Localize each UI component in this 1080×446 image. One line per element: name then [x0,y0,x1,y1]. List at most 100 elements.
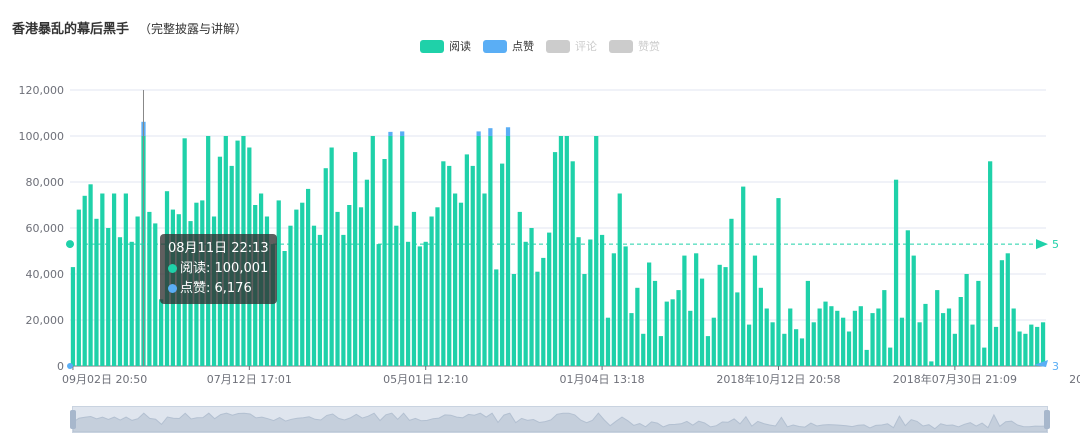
bar-read [505,136,511,366]
bar-read [306,188,311,366]
x-tick-label: 07月12日 17:01 [207,373,292,386]
legend-label-comment: 评论 [575,40,597,53]
legend-label-like: 点赞 [512,40,534,53]
bar-read [764,308,769,366]
bar-read [441,161,446,366]
bar-read [517,211,522,366]
bar-read [264,216,270,366]
bar-read [1029,324,1034,366]
bar-read [529,228,534,366]
bar-read [1035,326,1040,366]
bar-read [194,202,199,366]
baseline-start-dot [67,363,73,369]
bar-read [311,225,317,366]
chart-title: 香港暴乱的幕后黑手 （完整披露与讲解） [12,18,247,37]
x-tick-label: 01月04日 13:18 [559,373,644,386]
y-tick-label: 120,000 [19,84,65,97]
bar-read [570,161,575,366]
zoom-preview-area [73,412,1047,432]
bar-read [400,136,405,366]
bar-read [376,244,381,366]
bar-read [870,313,875,366]
zoom-preview [73,412,1047,432]
bar-read [858,306,863,366]
bar-read [482,193,487,366]
bar-read [100,193,105,366]
bar-read [317,234,322,366]
baseline-arrow [1034,360,1048,367]
bar-read [729,218,734,366]
bar-read [794,329,799,366]
bar-read [170,209,176,366]
bar-read [364,179,370,366]
bar-read [206,136,211,366]
legend-item-like[interactable]: 点赞 [483,38,534,54]
bar-read [964,274,969,366]
bar-read [464,154,469,366]
bar-read [776,198,781,366]
bar-read [94,218,99,366]
bar-read [958,297,963,366]
bar-read [658,336,664,366]
bar-read [88,184,93,366]
bar-read [647,262,652,366]
bar-read [664,301,669,366]
bar-read [535,271,540,366]
y-tick-label: 80,000 [26,176,65,189]
bar-read [382,159,387,366]
bar-read [235,140,240,366]
bar-read [176,214,181,366]
bar-read [917,322,922,366]
bar-chart: 020,00040,00060,00080,000100,000120,000 … [19,84,1080,386]
bar-read [811,322,816,366]
bar-read [329,147,334,366]
zoom-handle-right[interactable] [1044,410,1050,429]
bar-read [358,207,364,366]
data-zoom-slider[interactable] [70,406,1050,433]
bar-read [982,347,987,366]
bar-read [558,136,564,366]
bar-read [300,202,305,366]
bar-read [159,299,164,366]
legend-item-reward[interactable]: 赞赏 [609,38,660,54]
bar-read [770,322,775,366]
bar-read [200,200,205,366]
bar-read [1040,322,1046,366]
bar-read [741,186,746,366]
bar-read [500,163,505,366]
legend-item-comment[interactable]: 评论 [546,38,597,54]
y-tick-label: 20,000 [26,314,65,327]
x-tick-label: 2018年06月05日 22:02 [1069,372,1080,386]
legend-swatch-like [483,39,507,53]
bar-read [347,205,352,366]
bar-read [552,152,558,366]
bar-read [147,211,152,366]
bar-read [576,237,581,366]
bar-read [411,211,417,366]
bar-read [353,152,358,366]
x-axis: 09月02日 20:50 07月12日 17:01 05月01日 12:10 01月0… [62,366,1080,386]
bar-read [682,255,687,366]
bar-read [76,209,81,366]
zoom-handle-left[interactable] [70,410,76,429]
bar-like [476,131,481,136]
legend: 阅读 点赞 评论 赞赏 [0,38,1080,54]
bar-read [123,193,128,366]
legend-item-read[interactable]: 阅读 [420,38,471,54]
bar-read [1005,253,1010,366]
bar-read [282,251,287,366]
bar-read [605,317,611,366]
bar-read [676,290,681,366]
bar-read [1017,331,1022,366]
bar-read [935,290,940,366]
legend-label-read: 阅读 [449,40,471,53]
bar-read [805,280,810,366]
bar-read [864,349,869,366]
bar-read [705,336,711,366]
bar-read [723,267,728,366]
bar-read [229,165,234,366]
bar-read [405,241,411,366]
bar-read [852,310,858,366]
bar-read [970,324,975,366]
bar-read [1023,333,1028,366]
